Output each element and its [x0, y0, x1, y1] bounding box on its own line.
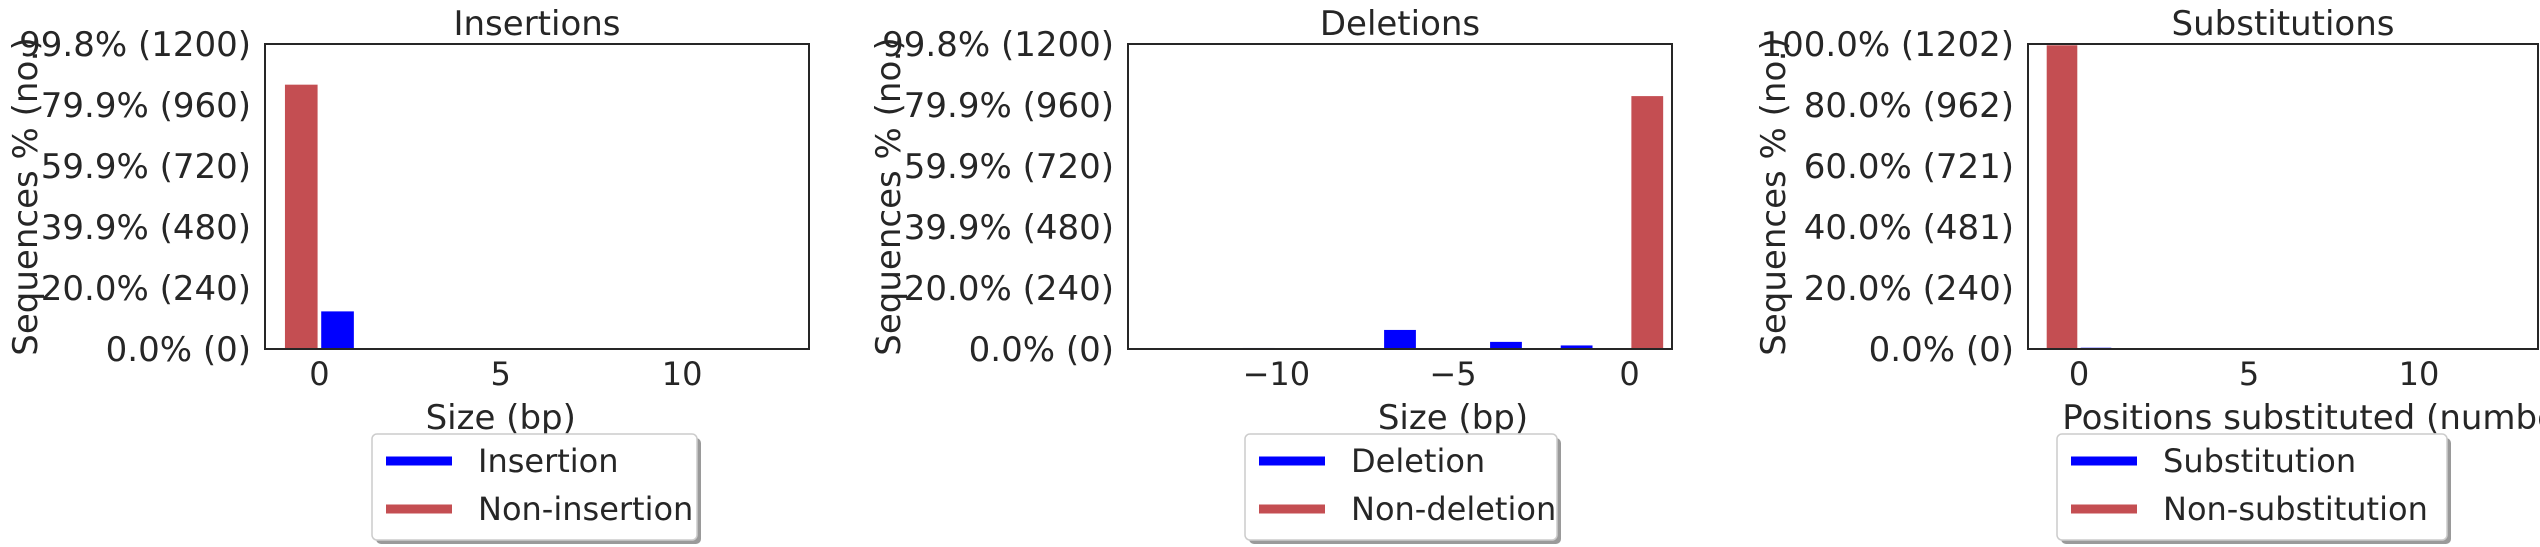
x-tick-label: 10: [662, 355, 703, 393]
plot-frame: [2027, 43, 2539, 350]
legend-label: Non-deletion: [1351, 490, 1556, 528]
x-ticks: −10 −5 0: [1243, 355, 1640, 393]
bar-insertion: [321, 311, 354, 349]
bars: [284, 84, 427, 350]
legend-label: Deletion: [1351, 442, 1485, 480]
bar-deletion: [1490, 341, 1522, 349]
y-tick-label: 40.0% (481): [1804, 208, 2014, 248]
x-ticks: 0 5 10: [2069, 355, 2440, 393]
legend-label: Insertion: [478, 442, 619, 480]
x-tick-label: 0: [1619, 355, 1639, 393]
y-tick-label: 0.0% (0): [969, 330, 1114, 370]
y-tick-label: 59.9% (720): [41, 147, 251, 187]
plot-frame: [1127, 43, 1673, 350]
chart-deletions: Deletions Sequences % (no.) Size (bp) 0.…: [869, 4, 1673, 544]
x-tick-label: 5: [491, 355, 511, 393]
legend-box: [2056, 433, 2448, 541]
x-axis-label: Positions substituted (number): [2062, 398, 2540, 438]
bar-non-insertion: [284, 84, 318, 350]
y-tick-label: 100.0% (1202): [1760, 25, 2014, 65]
y-axis-label: Sequences % (no.): [869, 37, 909, 355]
chart-substitutions: Substitutions Sequences % (no.) Position…: [1754, 4, 2540, 544]
x-tick-label: 10: [2399, 355, 2440, 393]
y-tick-label: 80.0% (962): [1804, 86, 2014, 126]
chart-title: Substitutions: [2172, 4, 2395, 44]
y-tick-label: 20.0% (240): [904, 269, 1114, 309]
y-axis-label: Sequences % (no.): [6, 37, 46, 355]
legend-label: Non-substitution: [2163, 490, 2428, 528]
y-tick-label: 59.9% (720): [904, 147, 1114, 187]
y-ticks: 0.0% (0) 20.0% (240) 39.9% (480) 59.9% (720…: [882, 25, 1114, 370]
legend: Deletion Non-deletion: [1244, 433, 1561, 544]
y-ticks: 0.0% (0) 20.0% (240) 39.9% (480) 59.9% (720…: [19, 25, 251, 370]
chart-title: Deletions: [1320, 4, 1480, 44]
y-tick-label: 99.8% (1200): [882, 25, 1114, 65]
x-axis-label: Size (bp): [426, 398, 576, 438]
y-tick-label: 79.9% (960): [904, 86, 1114, 126]
legend-label: Substitution: [2163, 442, 2356, 480]
y-tick-label: 79.9% (960): [41, 86, 251, 126]
chart-title: Insertions: [453, 4, 620, 44]
chart-insertions: Insertions Sequences % (no.) Size (bp) 0…: [6, 4, 810, 544]
x-ticks: 0 5 10: [309, 355, 702, 393]
bar-non-deletion: [1631, 96, 1664, 350]
legend-box: [371, 433, 698, 541]
plot-frame: [264, 43, 810, 350]
x-axis-label: Size (bp): [1378, 398, 1528, 438]
y-tick-label: 99.8% (1200): [19, 25, 251, 65]
y-tick-label: 0.0% (0): [106, 330, 251, 370]
legend: Insertion Non-insertion: [371, 433, 701, 544]
x-tick-label: 0: [2069, 355, 2089, 393]
y-tick-label: 0.0% (0): [1869, 330, 2014, 370]
y-tick-label: 39.9% (480): [904, 208, 1114, 248]
y-tick-label: 39.9% (480): [41, 208, 251, 248]
legend-label: Non-insertion: [478, 490, 693, 528]
x-tick-label: −5: [1429, 355, 1476, 393]
bar-deletion: [1560, 345, 1593, 349]
x-tick-label: −10: [1243, 355, 1311, 393]
y-tick-label: 60.0% (721): [1804, 147, 2014, 187]
bar-deletion: [1384, 329, 1416, 349]
x-tick-label: 5: [2239, 355, 2259, 393]
x-tick-label: 0: [309, 355, 329, 393]
y-axis-label: Sequences % (no.): [1754, 37, 1794, 355]
bars: [2046, 45, 2112, 350]
y-tick-label: 20.0% (240): [41, 269, 251, 309]
y-tick-label: 20.0% (240): [1804, 269, 2014, 309]
bars: [1136, 96, 1664, 350]
legend: Substitution Non-substitution: [2056, 433, 2451, 544]
bar-non-substitution: [2046, 45, 2078, 350]
y-ticks: 0.0% (0) 20.0% (240) 40.0% (481) 60.0% (721…: [1760, 25, 2014, 370]
